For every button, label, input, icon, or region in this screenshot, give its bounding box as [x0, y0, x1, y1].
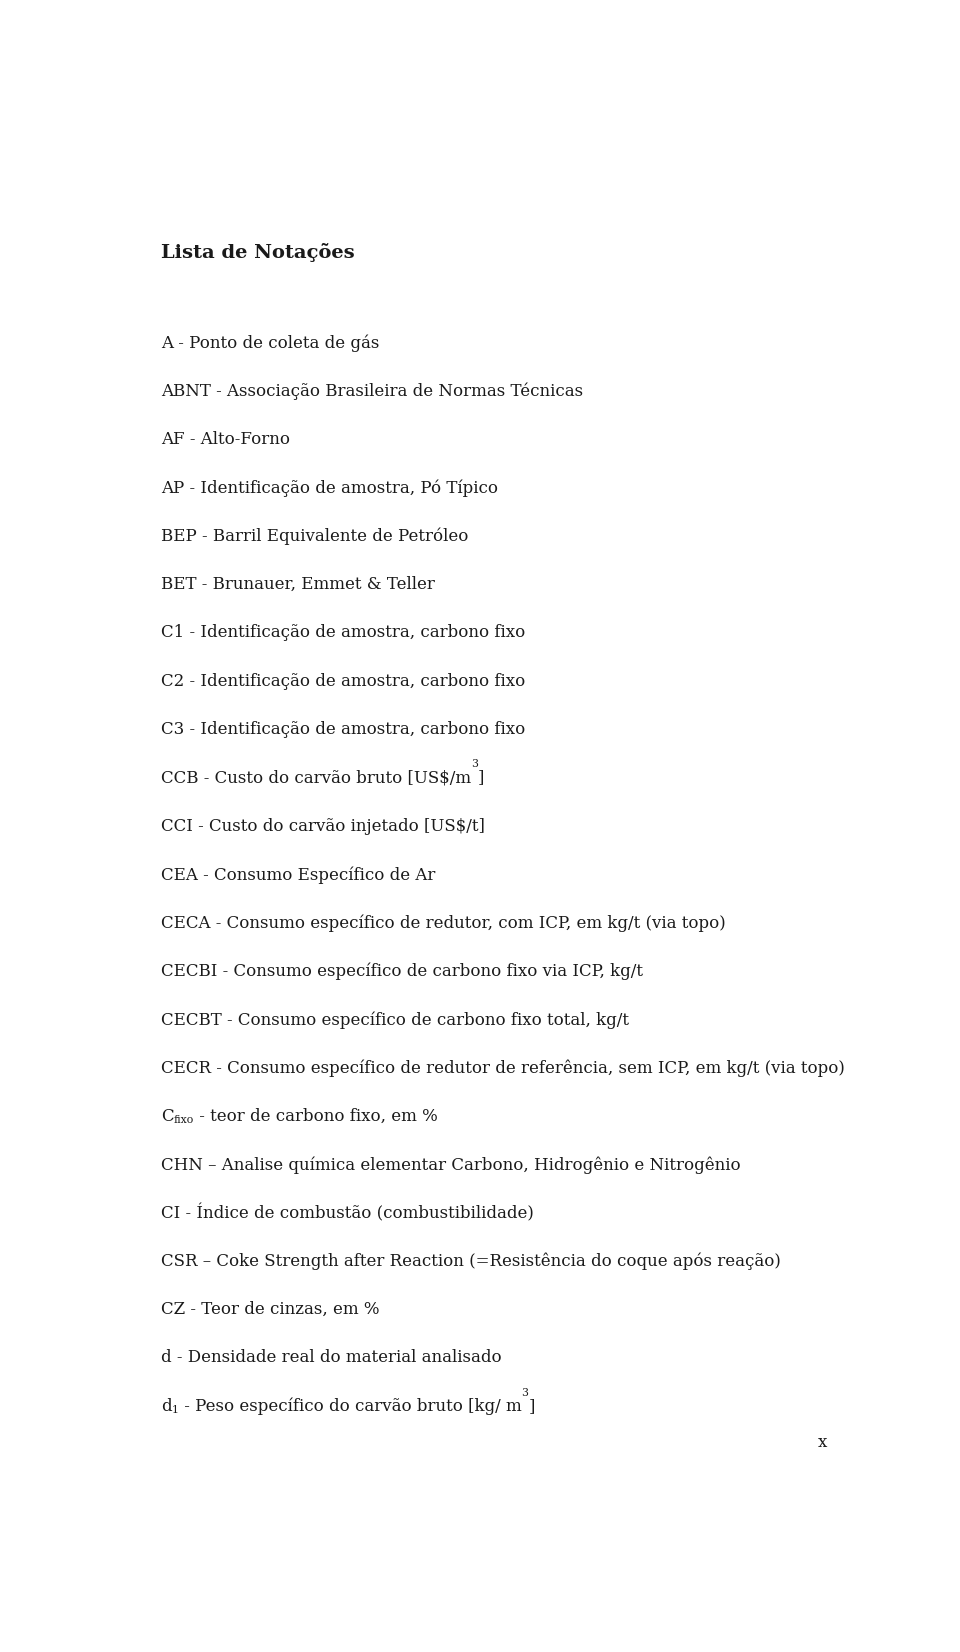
Text: CCI - Custo do carvão injetado [US$/t]: CCI - Custo do carvão injetado [US$/t] — [161, 818, 485, 834]
Text: BEP - Barril Equivalente de Petróleo: BEP - Barril Equivalente de Petróleo — [161, 527, 468, 545]
Text: CHN – Analise química elementar Carbono, Hidrogênio e Nitrogênio: CHN – Analise química elementar Carbono,… — [161, 1156, 740, 1173]
Text: fixo: fixo — [174, 1115, 194, 1125]
Text: CCB - Custo do carvão bruto [US$/m: CCB - Custo do carvão bruto [US$/m — [161, 770, 471, 786]
Text: CECBI - Consumo específico de carbono fixo via ICP, kg/t: CECBI - Consumo específico de carbono fi… — [161, 963, 643, 980]
Text: d - Densidade real do material analisado: d - Densidade real do material analisado — [161, 1350, 501, 1366]
Text: AP - Identificação de amostra, Pó Típico: AP - Identificação de amostra, Pó Típico — [161, 479, 498, 497]
Text: C1 - Identificação de amostra, carbono fixo: C1 - Identificação de amostra, carbono f… — [161, 624, 525, 641]
Text: C: C — [161, 1108, 174, 1125]
Text: AF - Alto-Forno: AF - Alto-Forno — [161, 431, 290, 448]
Text: ]: ] — [528, 1398, 535, 1414]
Text: x: x — [817, 1434, 827, 1450]
Text: CECR - Consumo específico de redutor de referência, sem ICP, em kg/t (via topo): CECR - Consumo específico de redutor de … — [161, 1059, 845, 1077]
Text: 3: 3 — [521, 1388, 528, 1398]
Text: C2 - Identificação de amostra, carbono fixo: C2 - Identificação de amostra, carbono f… — [161, 672, 525, 691]
Text: ]: ] — [478, 770, 485, 786]
Text: d: d — [161, 1398, 172, 1414]
Text: CZ - Teor de cinzas, em %: CZ - Teor de cinzas, em % — [161, 1302, 379, 1318]
Text: 1: 1 — [172, 1406, 179, 1416]
Text: 3: 3 — [471, 760, 478, 770]
Text: A - Ponto de coleta de gás: A - Ponto de coleta de gás — [161, 334, 379, 352]
Text: CEA - Consumo Específico de Ar: CEA - Consumo Específico de Ar — [161, 866, 435, 884]
Text: BET - Brunauer, Emmet & Teller: BET - Brunauer, Emmet & Teller — [161, 577, 435, 593]
Text: CECBT - Consumo específico de carbono fixo total, kg/t: CECBT - Consumo específico de carbono fi… — [161, 1011, 629, 1029]
Text: C3 - Identificação de amostra, carbono fixo: C3 - Identificação de amostra, carbono f… — [161, 720, 525, 738]
Text: ABNT - Associação Brasileira de Normas Técnicas: ABNT - Associação Brasileira de Normas T… — [161, 383, 583, 400]
Text: - Peso específico do carvão bruto [kg/ m: - Peso específico do carvão bruto [kg/ m — [179, 1398, 521, 1416]
Text: CI - Índice de combustão (combustibilidade): CI - Índice de combustão (combustibilida… — [161, 1204, 534, 1222]
Text: - teor de carbono fixo, em %: - teor de carbono fixo, em % — [194, 1108, 438, 1125]
Text: Lista de Notações: Lista de Notações — [161, 243, 354, 261]
Text: CECA - Consumo específico de redutor, com ICP, em kg/t (via topo): CECA - Consumo específico de redutor, co… — [161, 915, 726, 932]
Text: CSR – Coke Strength after Reaction (=Resistência do coque após reação): CSR – Coke Strength after Reaction (=Res… — [161, 1252, 780, 1270]
